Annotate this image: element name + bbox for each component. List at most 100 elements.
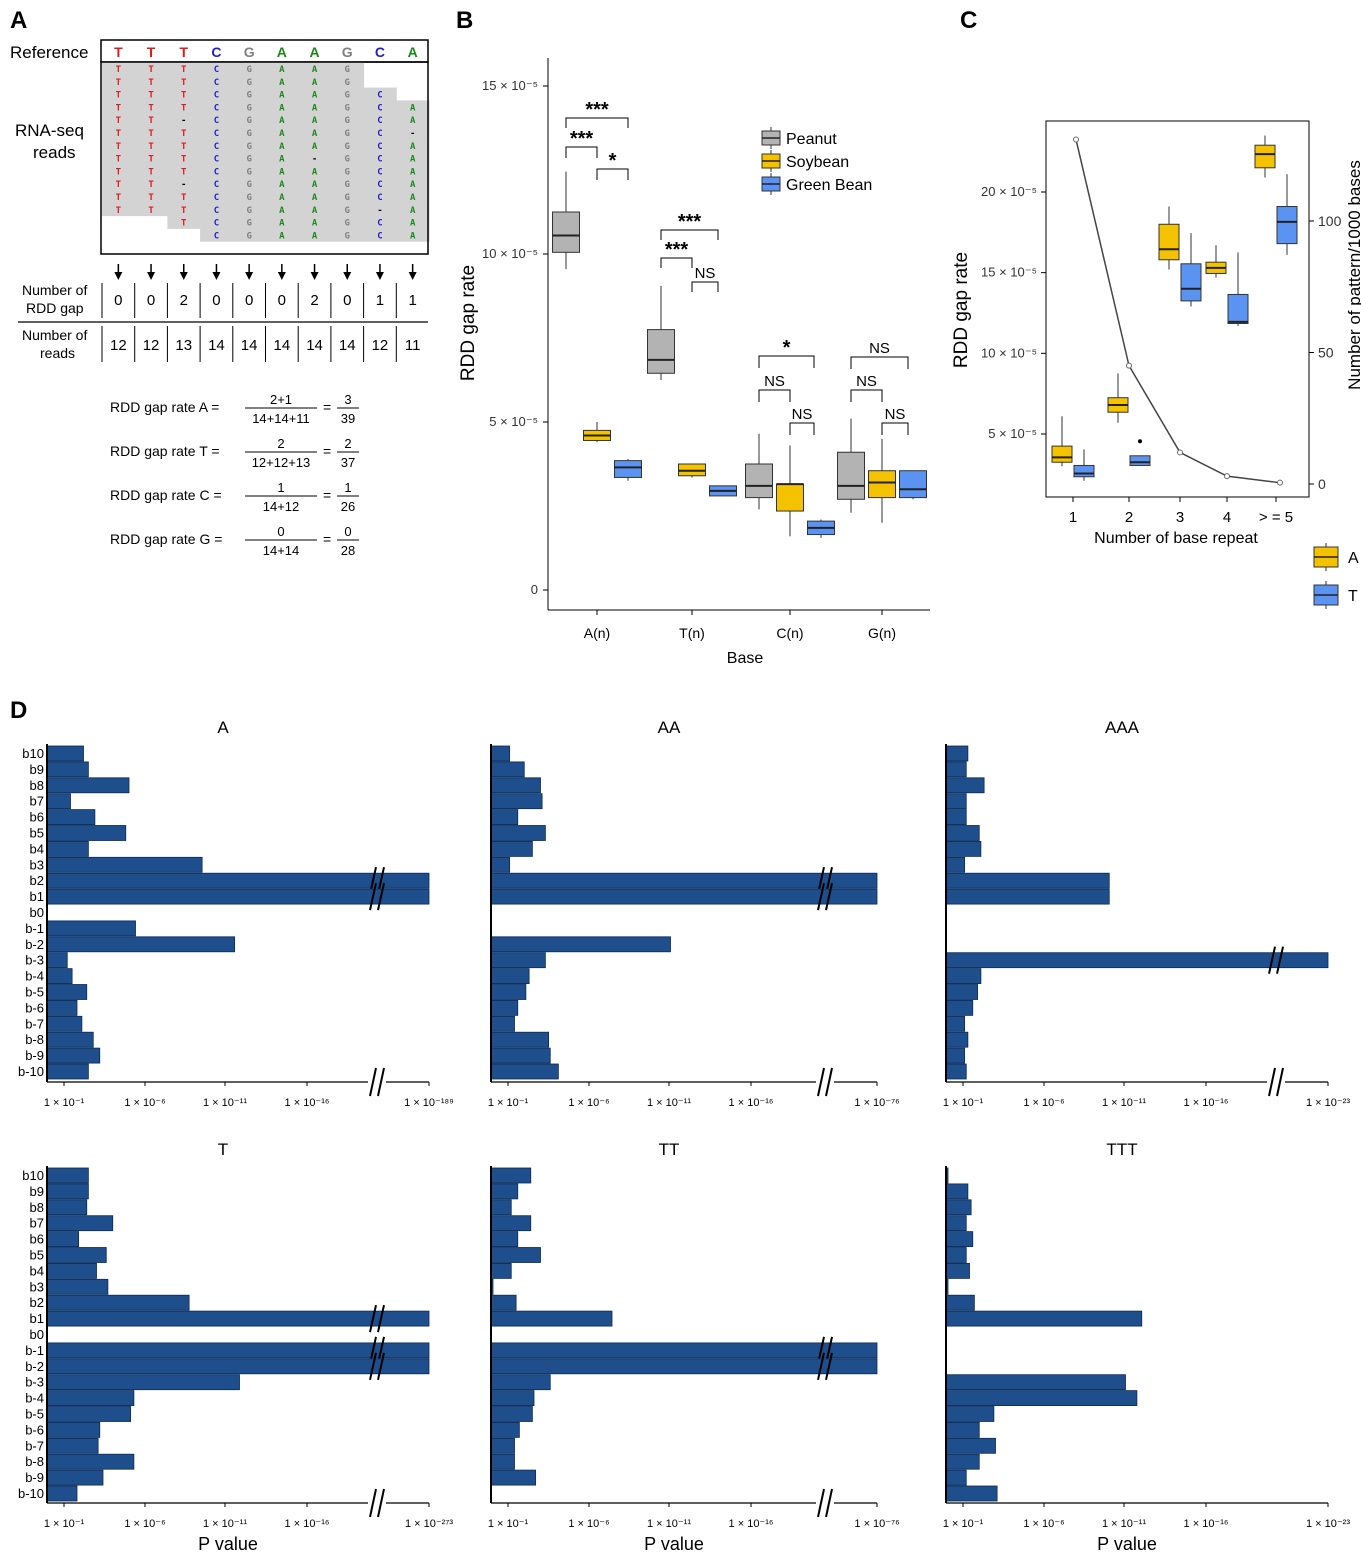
reference-label: Reference bbox=[10, 43, 88, 62]
p-value-bar bbox=[46, 761, 89, 778]
p-value-bar bbox=[945, 1469, 967, 1486]
p-value-bar bbox=[490, 968, 530, 984]
read-cell bbox=[265, 202, 299, 217]
read-base: G bbox=[345, 155, 350, 165]
read-cell bbox=[200, 62, 234, 76]
arrow-head bbox=[343, 272, 352, 280]
p-value-bar bbox=[46, 952, 68, 969]
significance-label: NS bbox=[869, 340, 890, 357]
formula-label: RDD gap rate T = bbox=[110, 443, 220, 459]
read-cell bbox=[396, 138, 430, 153]
read-base: C bbox=[377, 91, 382, 101]
panel-b-boxplot: 0 5 × 10⁻⁵ 10 × 10⁻⁵ 15 × 10⁻⁵ RDD gap rate B… bbox=[458, 58, 930, 667]
box-t-outlier bbox=[1138, 439, 1142, 444]
p-value-bar bbox=[46, 1183, 89, 1200]
arrow-head bbox=[114, 272, 123, 280]
p-value-bar bbox=[46, 793, 71, 810]
arrow-head bbox=[408, 272, 417, 280]
x-tick-label: 1 × 10⁻¹ bbox=[488, 1518, 529, 1530]
read-cell bbox=[167, 202, 201, 217]
p-value-bar bbox=[945, 1047, 966, 1064]
read-base: T bbox=[116, 180, 122, 190]
read-base: T bbox=[148, 206, 154, 216]
read-count: 12 bbox=[143, 337, 160, 354]
read-base: G bbox=[246, 103, 251, 113]
read-base: C bbox=[214, 206, 219, 216]
box-a-box bbox=[1158, 223, 1180, 261]
p-value-bar bbox=[490, 1047, 551, 1064]
significance-bracket bbox=[850, 356, 909, 369]
p-value-bar bbox=[46, 1437, 99, 1454]
equals-sign: = bbox=[323, 487, 331, 503]
read-cell bbox=[167, 215, 201, 229]
x-tick-label: G(n) bbox=[868, 625, 896, 641]
gap-count: 1 bbox=[408, 292, 416, 309]
p-value-bar bbox=[945, 984, 979, 1000]
read-cell bbox=[265, 100, 299, 114]
p-value-bar bbox=[490, 936, 671, 953]
y-tick-label: 20 × 10⁻⁵ bbox=[981, 184, 1037, 199]
arrow-head bbox=[147, 272, 156, 280]
y-tick-label: 10 × 10⁻⁵ bbox=[981, 345, 1037, 360]
legend-label: T bbox=[1348, 588, 1358, 605]
gap-count: 0 bbox=[245, 292, 253, 309]
p-value-bar bbox=[46, 1000, 78, 1016]
read-base: C bbox=[377, 103, 382, 113]
read-base: A bbox=[279, 219, 285, 229]
p-value-bar bbox=[945, 809, 967, 825]
read-base: T bbox=[116, 155, 122, 165]
read-base: T bbox=[116, 167, 122, 177]
read-cell bbox=[330, 87, 365, 101]
row-label: b5 bbox=[30, 1248, 44, 1263]
read-base: A bbox=[312, 206, 318, 216]
formula-label: RDD gap rate G = bbox=[110, 531, 222, 547]
p-value-bar bbox=[46, 968, 73, 984]
read-base: G bbox=[345, 129, 350, 139]
read-base: - bbox=[377, 206, 382, 216]
p-value-bar bbox=[945, 793, 967, 810]
reads-box bbox=[100, 61, 429, 255]
read-base: G bbox=[345, 78, 350, 88]
p-value-bar bbox=[945, 1406, 995, 1422]
read-cell bbox=[265, 177, 299, 191]
read-cell bbox=[298, 177, 332, 191]
formula-numerator: 1 bbox=[277, 480, 284, 495]
x-tick-label: 1 × 10⁻¹⁶ bbox=[285, 1518, 330, 1530]
reference-base: A bbox=[408, 44, 418, 60]
axis-break-mark bbox=[369, 1304, 377, 1333]
read-cell bbox=[232, 113, 266, 127]
p-value-bar bbox=[490, 952, 546, 969]
read-cell bbox=[396, 164, 430, 178]
box-a-box bbox=[1051, 445, 1073, 463]
read-cell bbox=[102, 87, 136, 101]
p-value-bar bbox=[46, 1031, 94, 1048]
read-base: - bbox=[312, 155, 317, 165]
read-cell bbox=[265, 215, 299, 229]
significance-bracket bbox=[881, 422, 909, 435]
subplot-title: AA bbox=[658, 718, 681, 737]
read-base: G bbox=[345, 142, 350, 152]
row-label: b-7 bbox=[25, 1016, 44, 1031]
x-tick-label: 1 × 10⁻¹⁶ bbox=[729, 1097, 774, 1109]
p-value-bar bbox=[945, 888, 1110, 905]
read-base: T bbox=[148, 78, 154, 88]
p-value-bar bbox=[490, 1015, 515, 1032]
axis-break-mark bbox=[825, 1488, 833, 1518]
p-value-bar bbox=[490, 1199, 512, 1216]
read-cell bbox=[200, 138, 234, 153]
read-base: G bbox=[345, 167, 350, 177]
p-value-bar bbox=[46, 825, 127, 841]
read-cell bbox=[232, 177, 266, 191]
read-cell bbox=[102, 100, 136, 114]
p-value-bar bbox=[490, 1063, 559, 1080]
p-value-bar bbox=[46, 920, 136, 937]
x-tick-label: 1 × 10⁻¹ bbox=[44, 1518, 85, 1530]
read-base: T bbox=[148, 116, 154, 126]
row-label: b1 bbox=[30, 889, 44, 904]
read-cell bbox=[298, 202, 332, 217]
read-cell bbox=[396, 215, 430, 229]
axis-break-mark bbox=[377, 1304, 385, 1333]
row-label: b-8 bbox=[25, 1032, 44, 1047]
y-axis-title: RDD gap rate bbox=[951, 252, 972, 368]
read-cell bbox=[134, 62, 168, 76]
